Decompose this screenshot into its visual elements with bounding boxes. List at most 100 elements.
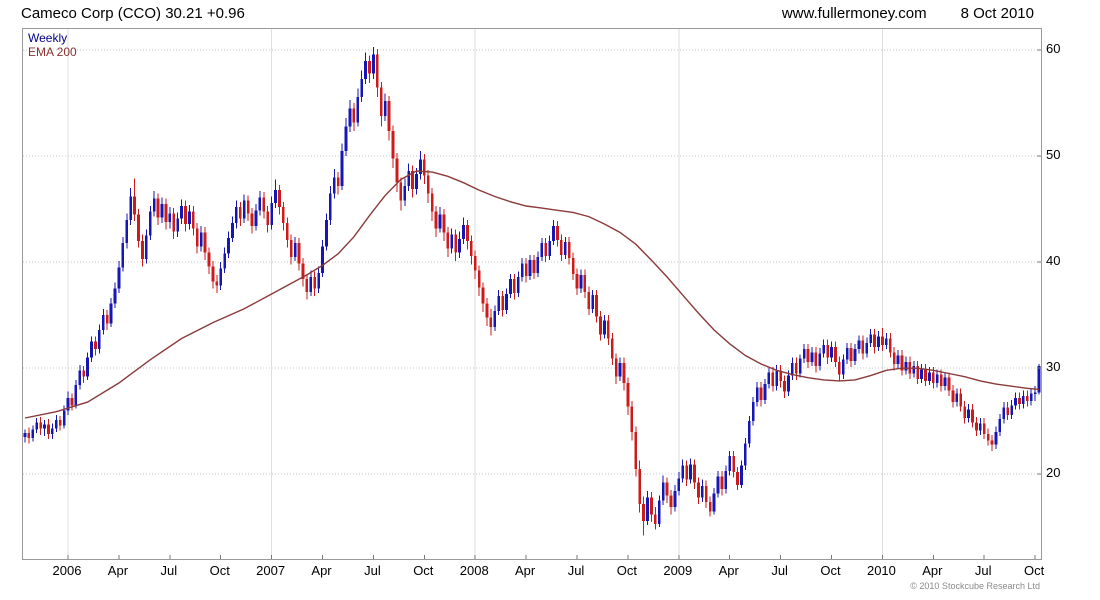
candle-body [967,409,970,419]
candle-body [978,423,982,431]
candle-body [207,252,211,267]
candle-body [23,432,27,438]
candle-body [309,277,313,292]
candle-body [462,225,465,239]
candle-body [509,279,512,294]
candle-body [235,207,238,223]
x-axis-label: 2006 [52,563,82,578]
candle-body [650,497,653,515]
candle-body [375,54,379,88]
y-axis-label: 60 [1046,41,1061,57]
candle-body [360,78,364,97]
candle-body [27,432,31,439]
candle-body [129,196,133,220]
candle-body [1037,366,1041,393]
candle-body [610,338,614,359]
x-axis-label: Apr [922,563,943,578]
candle-body [66,397,70,411]
x-axis-label: Oct [209,563,230,578]
candle-body [430,193,434,212]
candle-body [697,482,700,498]
candle-body [834,347,837,362]
candle-body [947,377,951,391]
candle-body [101,315,105,331]
candle-body [896,355,900,364]
candle-body [62,410,66,426]
candle-body [579,274,583,289]
candle-body [618,362,622,377]
candle-body [583,274,587,292]
x-axis-label: Jul [771,563,788,578]
candle-body [1010,405,1013,415]
candle-body [716,476,720,494]
candle-body [379,87,383,116]
candle-body [830,347,833,358]
x-axis-label: 2008 [459,563,489,578]
candle-body [407,171,411,186]
candle-body [332,177,336,194]
legend-timeframe: Weekly [28,31,68,45]
candle-body [211,266,215,282]
candle-body [203,232,207,253]
candle-body [873,334,876,347]
candle-body [469,241,473,256]
candle-body [411,171,414,190]
x-axis-label: Oct [413,563,434,578]
x-axis-label: 2009 [663,563,693,578]
x-axis-label: Jul [160,563,178,578]
candle-body [329,193,332,220]
x-axis-label: Apr [718,563,739,578]
candle-body [982,423,986,434]
candle-body [606,320,610,339]
candle-body [728,456,732,472]
candle-body [137,214,140,241]
candle-body [254,210,258,227]
candle-body [340,150,344,186]
chart-title: Cameco Corp (CCO) 30.21 +0.96 [21,5,245,22]
candle-body [148,211,152,236]
candle-body [900,355,904,371]
candle-body [869,334,873,343]
candle-body [814,352,818,367]
candle-body [924,369,927,381]
x-axis-label: Jul [974,563,992,578]
candle-body [238,207,242,219]
candle-body [599,316,602,335]
candle-body [963,406,967,419]
x-axis-label: 2010 [866,563,896,578]
candle-body [971,409,974,423]
candle-body [419,159,422,175]
x-axis-label: 2007 [256,563,286,578]
candle-body [951,390,955,403]
candle-body [47,424,50,434]
candle-body [783,380,786,392]
candle-body [563,242,567,255]
price-chart-svg [23,29,1041,559]
candle-body [818,353,822,367]
candle-body [336,177,340,186]
candle-body [184,206,187,225]
candle-body [262,197,266,212]
candle-body [313,277,317,289]
y-axis-label: 50 [1046,147,1061,163]
candle-body [344,126,348,151]
candle-body [1025,395,1029,402]
candle-body [857,340,861,350]
candle-body [736,472,739,485]
candle-body [838,361,841,375]
candle-body [219,268,223,286]
candle-body [548,241,551,256]
candle-body [751,402,755,422]
candle-body [681,465,685,479]
candle-body [317,272,320,289]
candle-body [767,372,771,385]
candle-body [798,358,802,374]
candle-body [278,190,281,208]
candle-body [653,514,657,525]
candle-body [845,348,849,360]
candle-body [669,495,673,508]
candle-body [841,359,845,375]
candle-body [560,239,563,255]
candle-body [591,295,595,309]
candle-body [195,228,199,247]
